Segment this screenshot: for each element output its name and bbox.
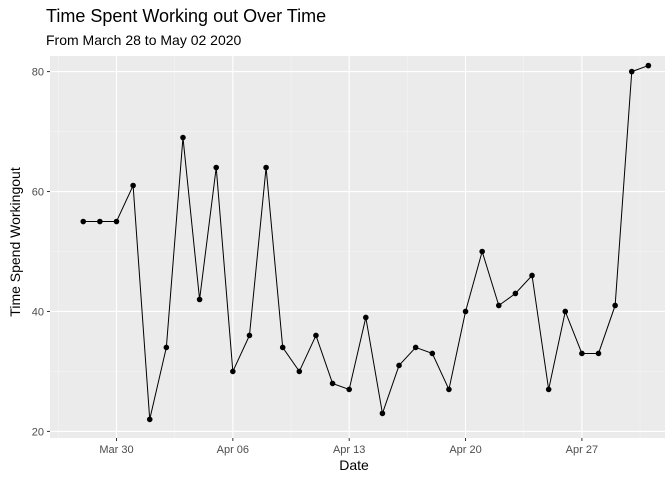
data-point — [163, 344, 170, 351]
data-point — [313, 332, 319, 339]
data-point — [379, 410, 386, 417]
data-point — [412, 344, 419, 351]
data-point — [562, 308, 569, 315]
x-tick-label: Mar 30 — [99, 444, 133, 456]
y-axis-title: Time Spend Workingout — [7, 167, 23, 317]
data-point — [329, 380, 336, 387]
data-point — [512, 290, 519, 297]
chart-title: Time Spent Working out Over Time — [46, 6, 327, 26]
x-tick-label: Apr 13 — [333, 444, 365, 456]
y-tick-label: 40 — [32, 306, 44, 318]
data-point — [429, 350, 436, 357]
plot-panel — [50, 56, 665, 438]
data-point — [180, 134, 186, 141]
data-point — [462, 308, 469, 315]
x-axis-title: Date — [339, 457, 369, 473]
major-gridlines — [50, 56, 665, 438]
data-point — [579, 350, 585, 357]
data-point — [346, 386, 352, 393]
data-point — [230, 368, 236, 375]
data-point — [97, 218, 103, 225]
minor-gridlines — [50, 56, 665, 438]
data-point — [263, 164, 269, 171]
x-tick-label: Apr 06 — [217, 444, 249, 456]
data-point — [612, 302, 618, 309]
data-point — [545, 386, 552, 393]
data-point — [495, 302, 502, 309]
data-point — [479, 248, 485, 255]
data-point — [363, 314, 369, 321]
series-layer — [80, 62, 652, 423]
axis-ticks — [47, 71, 583, 441]
data-point — [113, 218, 120, 225]
x-tick-label: Apr 27 — [566, 444, 598, 456]
y-tick-label: 20 — [32, 426, 44, 438]
data-point — [628, 68, 635, 75]
y-tick-label: 60 — [32, 187, 44, 199]
x-tick-label: Apr 20 — [449, 444, 481, 456]
data-point — [529, 272, 535, 279]
data-point — [279, 344, 286, 351]
data-point — [296, 368, 303, 375]
data-point — [446, 386, 452, 393]
tick-labels: Mar 30 Apr 06 Apr 13 Apr 20 Apr 27 20 40 60 80 — [32, 67, 598, 456]
data-point — [396, 362, 402, 369]
data-point — [146, 416, 153, 423]
data-point — [213, 164, 220, 171]
chart-subtitle: From March 28 to May 02 2020 — [46, 32, 242, 48]
data-point — [196, 296, 203, 303]
data-point — [80, 218, 87, 225]
y-tick-label: 80 — [32, 67, 44, 79]
data-point — [246, 332, 253, 339]
data-point — [130, 182, 136, 189]
data-point — [645, 62, 652, 69]
data-point — [595, 350, 602, 357]
